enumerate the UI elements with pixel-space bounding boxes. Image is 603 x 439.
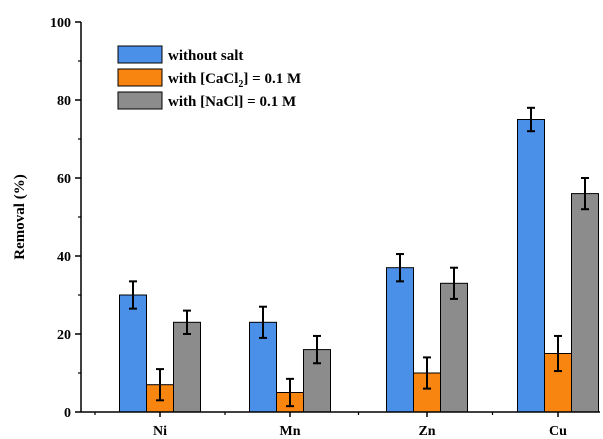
legend-item-2: with [CaCl2] = 0.1 M bbox=[117, 68, 301, 90]
y-tick-label: 80 bbox=[57, 94, 71, 109]
x-tick-label-zn: Zn bbox=[418, 424, 435, 439]
y-tick-label: 100 bbox=[50, 16, 71, 31]
legend-label: with [CaCl2] = 0.1 M bbox=[168, 71, 301, 90]
error-bar-cu-series-1 bbox=[527, 106, 535, 133]
error-bar-mn-series-1 bbox=[259, 305, 267, 339]
legend-swatch bbox=[117, 68, 163, 87]
error-bar-cu-series-2 bbox=[554, 334, 562, 373]
bar-cu-series-3 bbox=[571, 193, 599, 413]
bar-zn-series-3 bbox=[440, 282, 468, 413]
y-tick-label: 60 bbox=[57, 172, 71, 187]
legend-label: with [NaCl] = 0.1 M bbox=[168, 94, 296, 110]
legend-label-part: 2 bbox=[238, 79, 243, 90]
error-bar-zn-series-2 bbox=[423, 356, 431, 390]
error-bar-mn-series-3 bbox=[313, 334, 321, 365]
y-axis-title: Removal (%) bbox=[12, 174, 28, 259]
x-tick-label-cu: Cu bbox=[549, 424, 567, 439]
legend-label-part: with [CaCl bbox=[168, 71, 238, 87]
legend-swatch bbox=[117, 91, 163, 110]
bar-ni-series-1 bbox=[119, 294, 147, 413]
error-bar-ni-series-3 bbox=[183, 309, 191, 335]
y-tick-label: 40 bbox=[57, 250, 71, 265]
legend-item-3: with [NaCl] = 0.1 M bbox=[117, 91, 296, 110]
legend-label-part: with [NaCl] = 0.1 M bbox=[168, 94, 296, 110]
axes: 0 20 40 60 80 100 Ni Mn Zn Cu Removal (%) bbox=[12, 16, 600, 439]
legend-label-part: ] = 0.1 M bbox=[243, 71, 301, 87]
bar-zn-series-1 bbox=[386, 267, 414, 413]
y-tick-label: 20 bbox=[57, 328, 71, 343]
plot-area bbox=[119, 106, 599, 413]
legend-item-1: without salt bbox=[117, 45, 243, 64]
y-tick-label: 0 bbox=[64, 406, 71, 421]
x-tick-label-mn: Mn bbox=[280, 424, 301, 439]
error-bar-zn-series-3 bbox=[450, 266, 458, 300]
error-bar-ni-series-1 bbox=[129, 280, 137, 310]
error-bar-zn-series-1 bbox=[396, 253, 404, 283]
legend-label: without salt bbox=[168, 48, 243, 64]
legend-label-part: without salt bbox=[168, 48, 243, 64]
x-tick-label-ni: Ni bbox=[153, 424, 167, 439]
legend-swatch bbox=[117, 45, 163, 64]
error-bar-mn-series-2 bbox=[286, 377, 294, 408]
bar-ni-series-3 bbox=[173, 321, 201, 413]
bar-cu-series-1 bbox=[517, 119, 545, 413]
error-bar-cu-series-3 bbox=[581, 177, 589, 211]
error-bar-ni-series-2 bbox=[156, 368, 164, 402]
legend: without salt with [CaCl2] = 0.1 M with [Na… bbox=[117, 45, 301, 110]
